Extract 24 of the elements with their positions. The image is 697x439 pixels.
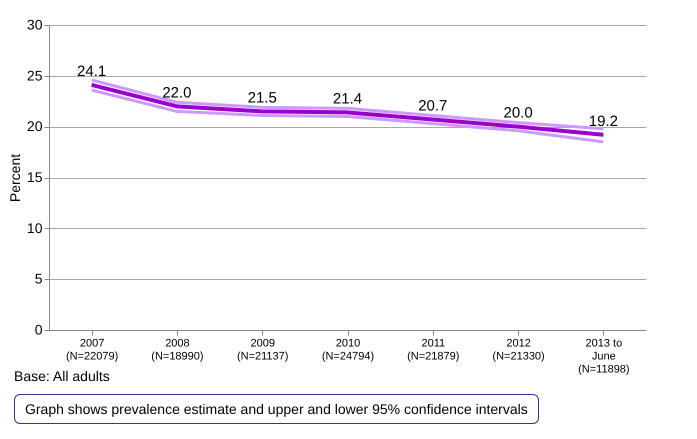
y-tick-label: 20 <box>26 118 43 134</box>
data-label: 21.5 <box>248 89 277 106</box>
data-label: 21.4 <box>332 90 362 108</box>
y-tick-label: 15 <box>26 169 43 185</box>
y-tick-label: 10 <box>26 220 43 236</box>
text: Graph shows prevalence estimate and upper and lower 95% confidence intervals <box>14 394 539 424</box>
x-tick-label: 2013 to June (N=11898) <box>578 338 630 376</box>
y-tick-label: 0 <box>34 322 43 338</box>
text: Base: All adults <box>14 368 111 384</box>
x-tick-label: 2012 (N=21330) <box>492 338 545 362</box>
data-label: 20.0 <box>503 104 533 122</box>
y-tick-label: 5 <box>34 270 43 287</box>
x-tick-label: 2010 (N=24794) <box>322 338 374 362</box>
x-tick-label: 2009 (N=21137) <box>236 338 288 362</box>
data-label: 19.2 <box>588 112 618 130</box>
y-tick-label: 30 <box>26 16 43 32</box>
y-axis-title: Percent <box>6 154 23 202</box>
data-label: 22.0 <box>162 84 192 102</box>
x-tick-label: 2008 (N=18990) <box>151 338 204 362</box>
y-tick-label: 25 <box>26 67 43 84</box>
x-tick-label: 2007 (N=22079) <box>66 338 118 362</box>
data-label: 20.7 <box>418 98 448 115</box>
x-tick-label: 2011 (N=21879) <box>407 338 460 362</box>
data-label: 24.1 <box>77 62 106 80</box>
